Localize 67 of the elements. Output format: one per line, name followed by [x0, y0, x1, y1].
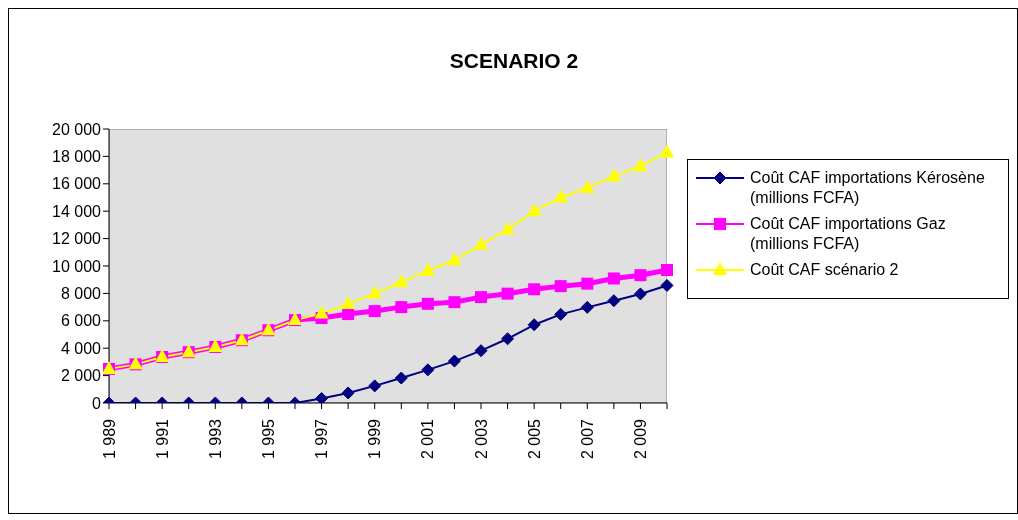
x-tick-label: 1 993 [206, 418, 224, 460]
x-tick-label: 2 003 [472, 418, 490, 460]
x-tick-label: 1 991 [153, 418, 171, 460]
point [474, 344, 488, 358]
point [420, 262, 435, 276]
point [341, 296, 356, 310]
point [342, 308, 355, 321]
point [607, 272, 620, 285]
x-tick-label: 2 001 [419, 418, 437, 460]
point [500, 221, 515, 235]
x-tick-label: 1 995 [259, 418, 277, 460]
x-tick-label: 1 999 [366, 418, 384, 460]
y-tick-label: 18 000 [52, 148, 102, 166]
point [448, 296, 461, 309]
y-tick-label: 12 000 [52, 230, 102, 248]
point [527, 203, 542, 217]
point [421, 363, 435, 377]
x-tick-label: 1 997 [313, 418, 331, 460]
legend-label: Coût CAF importations Kérosène (millions FCFA) [750, 168, 986, 208]
point [395, 301, 408, 314]
point [447, 252, 462, 266]
legend-label: Coût CAF scénario 2 [750, 260, 899, 280]
y-tick-label: 10 000 [52, 257, 102, 275]
point [554, 307, 568, 321]
chart-title: SCENARIO 2 [448, 49, 580, 73]
y-tick-label: 20 000 [52, 120, 102, 138]
point [580, 179, 595, 193]
point [315, 391, 329, 403]
point [661, 263, 673, 276]
point [394, 371, 408, 385]
point [394, 274, 409, 288]
y-tick-label: 2 000 [60, 367, 102, 385]
point [314, 305, 329, 319]
point [607, 294, 621, 308]
point [501, 332, 515, 346]
point [367, 285, 382, 299]
point [501, 287, 514, 300]
point [553, 189, 568, 203]
point [634, 269, 647, 282]
point [581, 277, 594, 290]
legend-label: Coût CAF importations Gaz (millions FCFA) [750, 214, 947, 254]
x-tick-label: 2 007 [578, 418, 596, 460]
y-tick-label: 0 [92, 394, 102, 412]
x-tick-label: 1 989 [100, 418, 118, 460]
point [474, 236, 488, 250]
y-tick-label: 16 000 [52, 175, 102, 193]
point [528, 283, 541, 296]
point [447, 354, 461, 368]
y-tick-label: 8 000 [60, 285, 102, 303]
point [421, 297, 434, 310]
point [475, 291, 487, 304]
point [606, 168, 621, 182]
point [341, 386, 355, 400]
point [368, 379, 382, 393]
point [368, 305, 381, 318]
x-tick-label: 2 009 [631, 418, 649, 460]
point [554, 280, 567, 293]
x-tick-label: 2 005 [525, 418, 543, 460]
point [527, 318, 541, 332]
point [633, 287, 647, 301]
point [633, 158, 648, 172]
point [660, 144, 674, 158]
y-tick-label: 14 000 [52, 202, 102, 220]
y-tick-label: 4 000 [60, 339, 102, 357]
point [660, 278, 674, 292]
y-tick-label: 6 000 [60, 312, 102, 330]
point [580, 300, 594, 314]
